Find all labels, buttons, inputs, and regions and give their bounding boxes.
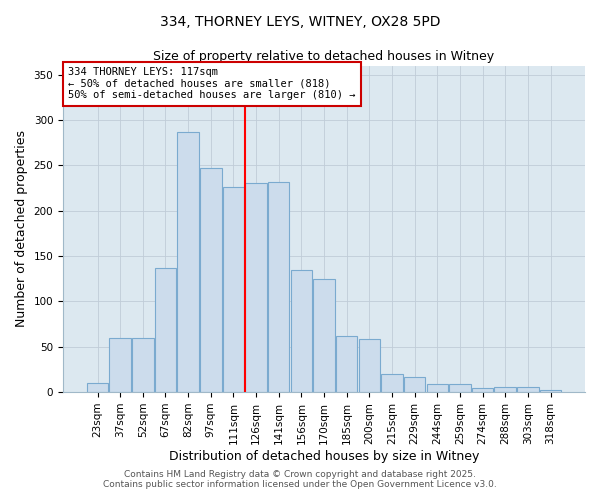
Bar	[517, 386, 539, 392]
Title: Size of property relative to detached houses in Witney: Size of property relative to detached ho…	[154, 50, 494, 63]
Bar	[200, 168, 221, 392]
Bar	[449, 384, 470, 392]
Bar	[155, 268, 176, 392]
X-axis label: Distribution of detached houses by size in Witney: Distribution of detached houses by size …	[169, 450, 479, 462]
Bar	[109, 338, 131, 392]
Text: 334, THORNEY LEYS, WITNEY, OX28 5PD: 334, THORNEY LEYS, WITNEY, OX28 5PD	[160, 15, 440, 29]
Bar	[87, 383, 108, 392]
Bar	[540, 390, 561, 392]
Bar	[427, 384, 448, 392]
Bar	[268, 182, 289, 392]
Bar	[132, 338, 154, 392]
Y-axis label: Number of detached properties: Number of detached properties	[15, 130, 28, 328]
Bar	[336, 336, 358, 392]
Bar	[245, 184, 267, 392]
Bar	[359, 340, 380, 392]
Text: Contains HM Land Registry data © Crown copyright and database right 2025.
Contai: Contains HM Land Registry data © Crown c…	[103, 470, 497, 489]
Bar	[223, 187, 244, 392]
Bar	[404, 376, 425, 392]
Text: 334 THORNEY LEYS: 117sqm
← 50% of detached houses are smaller (818)
50% of semi-: 334 THORNEY LEYS: 117sqm ← 50% of detach…	[68, 67, 356, 100]
Bar	[472, 388, 493, 392]
Bar	[313, 278, 335, 392]
Bar	[494, 386, 516, 392]
Bar	[290, 270, 312, 392]
Bar	[381, 374, 403, 392]
Bar	[178, 132, 199, 392]
